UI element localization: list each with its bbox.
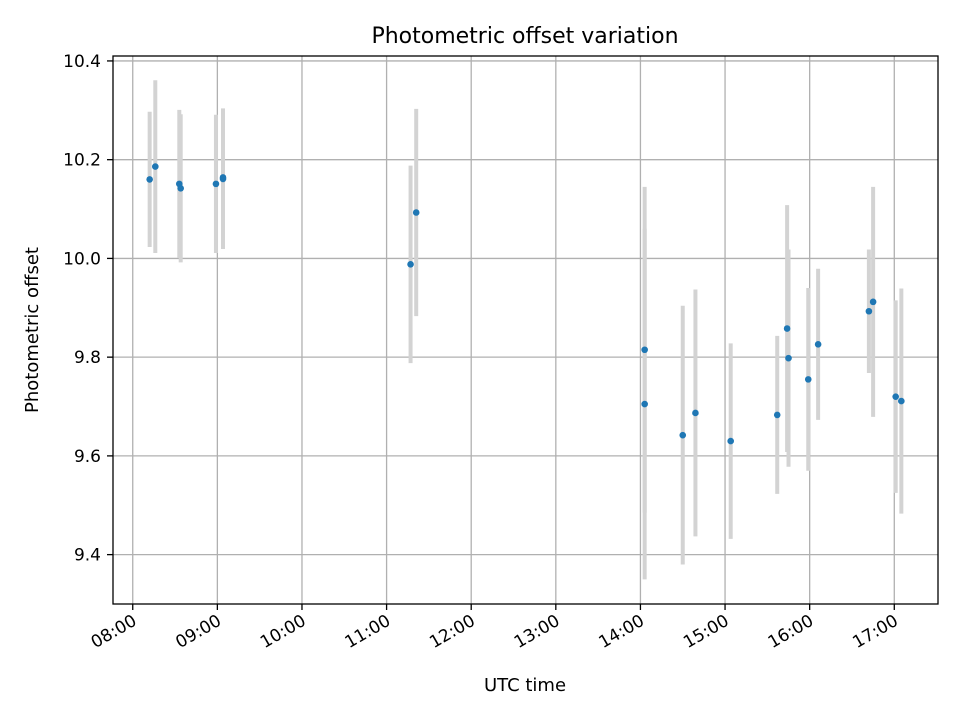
data-point xyxy=(727,437,734,445)
data-point xyxy=(212,180,220,188)
x-axis-label: UTC time xyxy=(484,675,566,696)
y-axis-label: Photometric offset xyxy=(22,247,43,413)
data-point xyxy=(773,411,781,419)
data-point xyxy=(679,431,687,439)
data-point xyxy=(412,209,420,216)
data-point xyxy=(692,409,699,417)
data-point xyxy=(892,393,899,400)
y-tick-label: 10.2 xyxy=(63,151,101,171)
data-point xyxy=(641,346,648,354)
y-tick-label: 9.8 xyxy=(74,348,101,368)
data-point xyxy=(783,325,791,332)
y-tick-label: 10.4 xyxy=(63,52,101,72)
data-point xyxy=(814,341,822,348)
data-point xyxy=(869,298,877,306)
data-point xyxy=(865,307,873,315)
data-point xyxy=(407,261,414,268)
data-point xyxy=(641,400,648,408)
grid xyxy=(113,56,938,604)
chart-title: Photometric offset variation xyxy=(371,24,678,49)
y-tick-label: 9.6 xyxy=(74,447,101,467)
y-tick-label: 10.0 xyxy=(63,249,101,269)
y-tick-label: 9.4 xyxy=(74,546,101,566)
data-point xyxy=(785,354,792,362)
data-point xyxy=(146,176,153,183)
plot-frame xyxy=(112,55,939,605)
data-point xyxy=(177,185,184,192)
data-point xyxy=(219,174,227,181)
data-points xyxy=(146,163,905,445)
data-point xyxy=(152,163,159,170)
data-point xyxy=(898,397,905,405)
data-point xyxy=(804,376,812,383)
y-axis-ticks: 9.4 9.6 9.8 10.0 10.2 10.4 xyxy=(63,52,113,566)
